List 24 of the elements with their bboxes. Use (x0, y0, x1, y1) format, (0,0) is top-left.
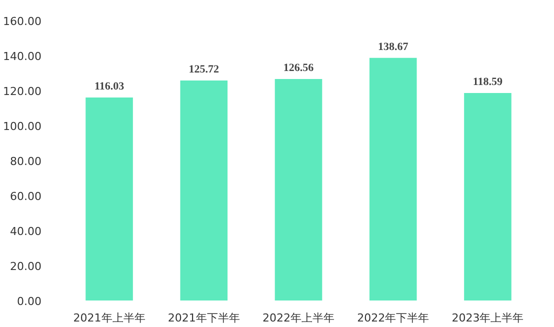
data-label: 118.59 (472, 76, 504, 88)
x-tick-label: 2021年下半年 (168, 312, 240, 324)
data-label: 126.56 (283, 62, 314, 74)
y-tick-label: 140.00 (3, 50, 42, 63)
y-tick-label: 80.00 (10, 155, 42, 168)
x-tick-label: 2022年上半年 (262, 312, 335, 324)
data-label: 125.72 (188, 63, 220, 76)
y-tick-label: 60.00 (10, 190, 42, 203)
y-tick-label: 0.00 (17, 295, 42, 308)
x-tick-label: 2022年下半年 (357, 312, 430, 324)
bar (464, 92, 512, 300)
data-label: 138.67 (378, 40, 409, 53)
y-tick-label: 40.00 (10, 225, 42, 238)
y-tick-label: 100.00 (3, 120, 42, 133)
x-tick-label: 2021年上半年 (73, 312, 146, 324)
bar (86, 97, 133, 300)
y-tick-label: 120.00 (3, 85, 42, 98)
data-label: 116.03 (94, 80, 125, 92)
y-tick-label: 160.00 (3, 15, 42, 28)
bar (369, 58, 417, 300)
bar (180, 80, 228, 300)
y-tick-label: 20.00 (10, 260, 42, 273)
x-tick-label: 2023年上半年 (452, 312, 524, 324)
bar (274, 79, 322, 300)
